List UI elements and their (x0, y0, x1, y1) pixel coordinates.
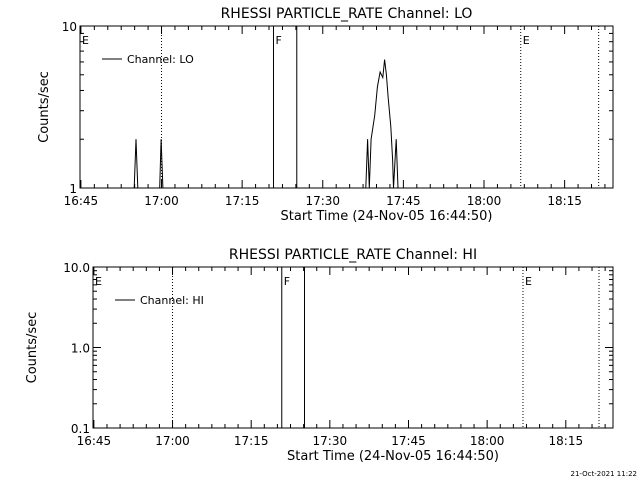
footer-timestamp: 21-Oct-2021 11:22 (571, 470, 637, 478)
x-tick-label: 17:30 (313, 434, 348, 448)
x-tick-label: 17:45 (391, 434, 426, 448)
x-tick-label: 17:30 (305, 194, 340, 208)
hi-channel-chart: RHESSI PARTICLE_RATE Channel: HI 0.1 1.0 10… (25, 247, 614, 464)
x-axis-label: Start Time (24-Nov-05 16:44:50) (287, 449, 499, 464)
legend-label: Channel: LO (127, 53, 194, 66)
marker-label: E (525, 275, 532, 288)
y-axis-label: Counts/sec (37, 71, 52, 143)
x-tick-label: 16:45 (64, 194, 99, 208)
y-tick-label: 10 (62, 20, 77, 34)
plot-frame (92, 266, 614, 429)
x-tick-label: 18:00 (470, 434, 505, 448)
marker-label: E (523, 34, 530, 47)
x-axis-label: Start Time (24-Nov-05 16:44:50) (281, 209, 493, 224)
x-tick-label: 18:15 (549, 434, 584, 448)
x-tick-label: 17:45 (386, 194, 421, 208)
series-line (133, 59, 399, 189)
y-tick-label: 10.0 (63, 261, 90, 275)
marker-label: E (82, 34, 89, 47)
x-tick-label: 18:15 (547, 194, 582, 208)
chart-title: RHESSI PARTICLE_RATE Channel: LO (221, 6, 473, 22)
legend-label: Channel: HI (140, 294, 204, 307)
y-axis-label: Counts/sec (25, 312, 40, 384)
lo-channel-chart: RHESSI PARTICLE_RATE Channel: LO 1 10 16:45… (37, 6, 614, 224)
x-tick-label: 18:00 (467, 194, 502, 208)
x-tick-label: 16:45 (77, 434, 112, 448)
y-tick-label: 0.1 (71, 422, 90, 436)
y-tick-label: 1 (69, 182, 77, 196)
chart-title: RHESSI PARTICLE_RATE Channel: HI (229, 247, 477, 263)
y-tick-label: 1.0 (71, 342, 90, 356)
x-tick-label: 17:00 (155, 434, 190, 448)
marker-label: E (95, 275, 102, 288)
marker-label: F (284, 275, 290, 288)
x-tick-label: 17:00 (144, 194, 179, 208)
x-tick-label: 17:15 (225, 194, 260, 208)
x-tick-label: 17:15 (234, 434, 269, 448)
marker-label: F (275, 34, 281, 47)
